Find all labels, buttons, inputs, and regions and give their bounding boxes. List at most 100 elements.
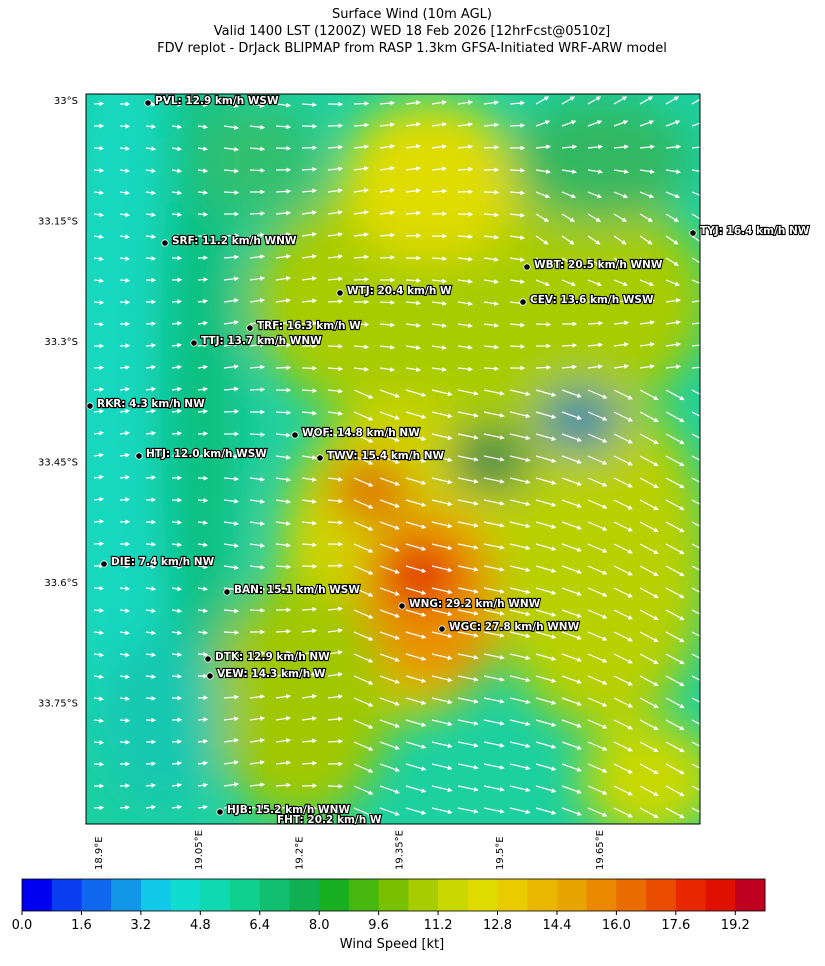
station-label: CEV: 13.6 km/h WSW: [530, 294, 654, 306]
wind-arrow: [354, 279, 368, 280]
station-label: DTK: 12.9 km/h NW: [215, 651, 330, 663]
colorbar-swatch: [319, 879, 349, 911]
station-dot: [162, 240, 168, 246]
lat-tick-label: 33.45°S: [38, 458, 78, 469]
colorbar-tick-label: 3.2: [131, 918, 152, 933]
wind-arrow: [380, 257, 394, 258]
lat-tick-label: 33.75°S: [38, 699, 78, 710]
wind-arrow: [198, 214, 207, 215]
lon-tick-label: 19.35°E: [395, 830, 406, 870]
station-dot: [87, 403, 93, 409]
station-dot: [439, 626, 445, 632]
station-dot: [520, 299, 526, 305]
wind-arrow: [94, 742, 103, 743]
colorbar-swatch: [260, 879, 290, 911]
colorbar-swatch: [735, 879, 765, 911]
station-dot: [292, 432, 298, 438]
colorbar-swatch: [111, 879, 141, 911]
colorbar-swatch: [81, 879, 111, 911]
lon-tick-label: 19.2°E: [294, 836, 305, 870]
wind-arrow: [172, 522, 181, 523]
wind-arrow: [406, 235, 420, 236]
station-dot: [690, 230, 696, 236]
wind-arrow: [250, 170, 264, 171]
title: Surface Wind (10m AGL): [332, 7, 492, 22]
wind-arrow: [94, 170, 103, 171]
colorbar-tick-label: 17.6: [661, 918, 690, 933]
station-dot: [191, 340, 197, 346]
station-label: TRF: 16.3 km/h W: [257, 320, 361, 332]
colorbar-swatch: [587, 879, 617, 911]
wind-arrow: [198, 719, 207, 720]
station-label: WGC: 27.8 km/h WNW: [449, 621, 580, 633]
station-dot: [101, 561, 107, 567]
lat-tick-label: 33.3°S: [44, 337, 78, 348]
station-dot: [399, 603, 405, 609]
station-label: TWV: 15.4 km/h NW: [327, 450, 444, 462]
wind-arrow: [536, 324, 550, 325]
lat-tick-label: 33.15°S: [38, 217, 78, 228]
wind-arrow: [510, 346, 524, 347]
colorbar-swatch: [171, 879, 201, 911]
colorbar-swatch: [379, 879, 409, 911]
wind-arrow: [484, 368, 498, 369]
wind-arrow: [120, 148, 129, 149]
colorbar-swatch: [200, 879, 230, 911]
wind-arrow: [250, 389, 264, 390]
station-dot: [145, 100, 151, 106]
wind-arrow: [120, 720, 129, 721]
subtitle: Valid 1400 LST (1200Z) WED 18 Feb 2026 […: [214, 24, 610, 39]
colorbar-swatch: [468, 879, 498, 911]
wind-arrow: [172, 676, 181, 677]
station-label: FHT: 20.2 km/h W: [277, 814, 382, 826]
wind-arrow: [250, 213, 264, 214]
wind-arrow: [94, 521, 103, 522]
wind-arrow: [146, 763, 155, 764]
wind-arrow: [146, 544, 155, 545]
wind-arrow: [250, 434, 264, 435]
station-label: WOF: 14.8 km/h NW: [302, 427, 420, 439]
wind-arrow: [120, 499, 129, 500]
wind-arrow: [146, 258, 155, 259]
station-dot: [337, 290, 343, 296]
wind-arrow: [562, 345, 576, 346]
colorbar-swatch: [22, 879, 52, 911]
station-label: DIE: 7.4 km/h NW: [111, 556, 215, 568]
wind-arrow: [250, 610, 264, 611]
wind-arrow: [224, 411, 238, 412]
colorbar-swatch: [527, 879, 557, 911]
colorbar-tick-label: 11.2: [424, 918, 453, 933]
colorbar-tick-label: 9.6: [368, 918, 389, 933]
colorbar-swatch: [230, 879, 260, 911]
colorbar-tick-label: 1.6: [71, 918, 92, 933]
wind-arrow: [120, 807, 129, 808]
station-dot: [317, 455, 323, 461]
station-dot: [207, 673, 213, 679]
colorbar-tick-label: 19.2: [721, 918, 750, 933]
station-label: TTJ: 13.7 km/h WNW: [201, 335, 322, 347]
wind-arrow: [146, 698, 155, 699]
station-dot: [524, 264, 530, 270]
colorbar-tick-label: 16.0: [602, 918, 631, 933]
station-dot: [224, 589, 230, 595]
colorbar-swatch: [557, 879, 587, 911]
station-label: RKR: 4.3 km/h NW: [97, 398, 205, 410]
colorbar-tick-label: 12.8: [483, 918, 512, 933]
lat-tick-label: 33°S: [54, 96, 78, 107]
station-label: VEW: 14.3 km/h W: [217, 668, 326, 680]
wind-arrow: [172, 741, 181, 742]
colorbar-swatch: [676, 879, 706, 911]
wind-arrow: [224, 192, 238, 193]
station-label: SRF: 11.2 km/h WNW: [172, 235, 297, 247]
colorbar-swatch: [498, 879, 528, 911]
source: FDV replot - DrJack BLIPMAP from RASP 1.…: [157, 41, 667, 56]
station-label: WNG: 29.2 km/h WNW: [409, 598, 541, 610]
colorbar-tick-label: 0.0: [12, 918, 33, 933]
colorbar-swatch: [438, 879, 468, 911]
colorbar-swatch: [646, 879, 676, 911]
wind-arrow: [406, 280, 420, 281]
colorbar-swatch: [141, 879, 171, 911]
